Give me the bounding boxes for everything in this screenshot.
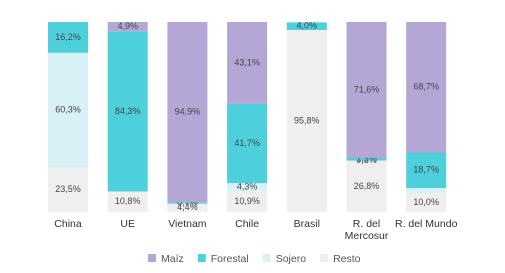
bar-segment [48, 22, 88, 53]
bar-segment [107, 22, 148, 32]
legend-label: Forestal [211, 253, 249, 265]
data-label: 16,2% [55, 32, 81, 42]
bar-segment [346, 161, 387, 212]
x-tick-label: Chile [235, 218, 260, 230]
data-label: 68,7% [413, 82, 439, 92]
data-label: 10,0% [413, 197, 439, 207]
bar-segment [286, 22, 327, 30]
data-label: 95,8% [294, 115, 320, 125]
data-label: 23,5% [55, 184, 81, 194]
data-label: 26,8% [354, 181, 380, 191]
bar-segment [48, 167, 88, 212]
data-label: 43,1% [234, 57, 260, 67]
data-label: 84,3% [115, 106, 141, 116]
bar-segment [167, 202, 208, 204]
bar-segment [406, 193, 447, 212]
bar-segment [167, 203, 208, 212]
x-tick-label: R. del Mundo [394, 218, 458, 230]
x-tick-label: R. del Mercosur [344, 218, 389, 242]
legend-swatch [197, 254, 206, 262]
bar-segment [346, 158, 387, 161]
bar-segment [286, 29, 327, 213]
bar-segment [167, 22, 208, 203]
legend-swatch [148, 254, 156, 262]
data-label: 60,3% [55, 104, 81, 114]
bar-segment [107, 191, 148, 212]
x-tick-label: Brasil [293, 218, 320, 230]
data-label: 4,4% [177, 202, 198, 212]
data-label: 4,0% [297, 21, 318, 31]
data-label: 10,8% [115, 196, 141, 206]
legend-label: Resto [333, 253, 361, 265]
x-tick-label: China [54, 218, 82, 230]
data-label: 71,6% [354, 84, 380, 94]
data-label: 4,9% [117, 21, 138, 31]
bar-segment [346, 22, 387, 159]
legend-label: Sojero [276, 253, 307, 265]
bar-segment [227, 103, 268, 184]
bar-segment [406, 188, 447, 193]
legend-swatch [262, 254, 271, 262]
bar-segment [346, 160, 387, 162]
data-label: 10,9% [234, 196, 260, 206]
x-tick-label: UE [120, 218, 135, 230]
bar-segment [406, 22, 447, 153]
data-label: 1,3% [356, 154, 377, 164]
bar-segment [406, 152, 447, 189]
data-label: 4,3% [237, 182, 258, 192]
bar-segment [107, 31, 148, 192]
bar-segment [227, 191, 268, 212]
data-label: 94,9% [175, 107, 201, 117]
bar-segment [48, 52, 88, 168]
x-tick-label: Vietnam [168, 218, 207, 230]
data-label: 18,7% [413, 165, 439, 175]
data-label: 0,7% [177, 197, 198, 207]
bar-segment [227, 22, 268, 104]
legend-swatch [320, 254, 329, 262]
data-label: 41,7% [234, 138, 260, 148]
legend-label: Maíz [161, 253, 184, 265]
bar-segment [227, 183, 268, 192]
